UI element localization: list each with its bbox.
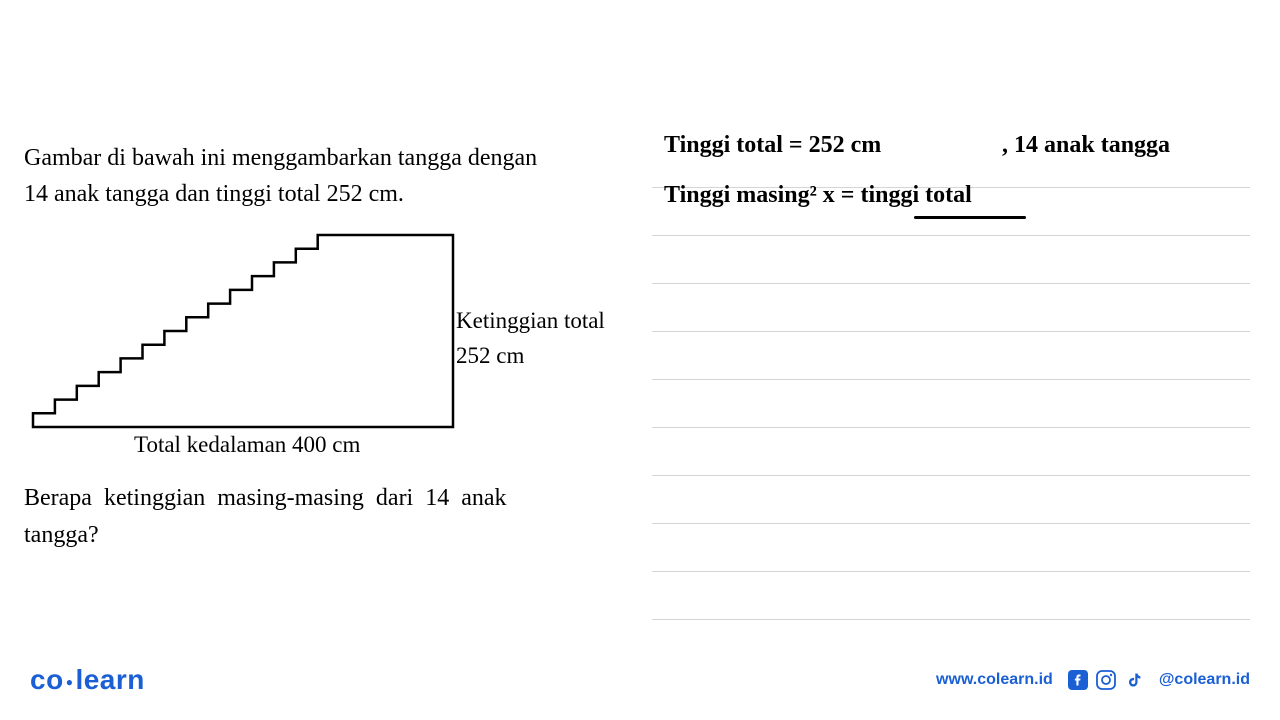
instagram-icon xyxy=(1095,669,1117,691)
handwritten-line1-left: Tinggi total = 252 cm xyxy=(664,132,881,159)
staircase-svg xyxy=(30,232,460,432)
social-icons xyxy=(1067,669,1145,691)
logo-co: co xyxy=(30,664,64,695)
problem-intro: Gambar di bawah ini menggambarkan tangga… xyxy=(24,140,630,212)
notebook-line xyxy=(652,236,1250,284)
height-label-line1: Ketinggian total xyxy=(456,308,605,333)
website-url: www.colearn.id xyxy=(936,671,1053,689)
problem-panel: Gambar di bawah ini menggambarkan tangga… xyxy=(0,140,640,640)
notebook-line xyxy=(652,428,1250,476)
logo-dot: ● xyxy=(66,675,74,689)
height-label: Ketinggian total 252 cm xyxy=(456,304,605,373)
social-handle: @colearn.id xyxy=(1159,671,1250,689)
handwritten-line1-right: , 14 anak tangga xyxy=(1002,132,1170,159)
question-text: Berapa ketinggian masing-masing dari 14 … xyxy=(24,480,630,554)
depth-label: Total kedalaman 400 cm xyxy=(134,432,360,458)
notebook-line xyxy=(652,524,1250,572)
handwritten-line2: Tinggi masing² x = tinggi total xyxy=(664,182,972,209)
logo-learn: learn xyxy=(75,664,144,695)
question-line1: Berapa ketinggian masing-masing dari 14 … xyxy=(24,485,507,511)
notebook-line xyxy=(652,476,1250,524)
notebook-line xyxy=(652,572,1250,620)
content-area: Gambar di bawah ini menggambarkan tangga… xyxy=(0,0,1280,640)
footer-right: www.colearn.id @colearn.id xyxy=(936,669,1250,691)
tiktok-icon xyxy=(1123,669,1145,691)
intro-line2: 14 anak tangga dan tinggi total 252 cm. xyxy=(24,181,404,207)
notebook-line xyxy=(652,284,1250,332)
notebook-line xyxy=(652,332,1250,380)
notebook-line: Tinggi masing² x = tinggi total xyxy=(652,188,1250,236)
staircase-diagram: Ketinggian total 252 cm Total kedalaman … xyxy=(24,232,624,462)
notebook-line xyxy=(652,380,1250,428)
facebook-icon xyxy=(1067,669,1089,691)
height-label-line2: 252 cm xyxy=(456,343,524,368)
question-line2: tangga? xyxy=(24,522,99,548)
notebook-line: Tinggi total = 252 cm , 14 anak tangga xyxy=(652,140,1250,188)
notebook-panel: Tinggi total = 252 cm , 14 anak tangga T… xyxy=(640,140,1280,640)
logo: co●learn xyxy=(30,664,145,696)
intro-line1: Gambar di bawah ini menggambarkan tangga… xyxy=(24,145,537,171)
fraction-underline xyxy=(914,216,1026,219)
footer: co●learn www.colearn.id @colearn.id xyxy=(0,640,1280,720)
